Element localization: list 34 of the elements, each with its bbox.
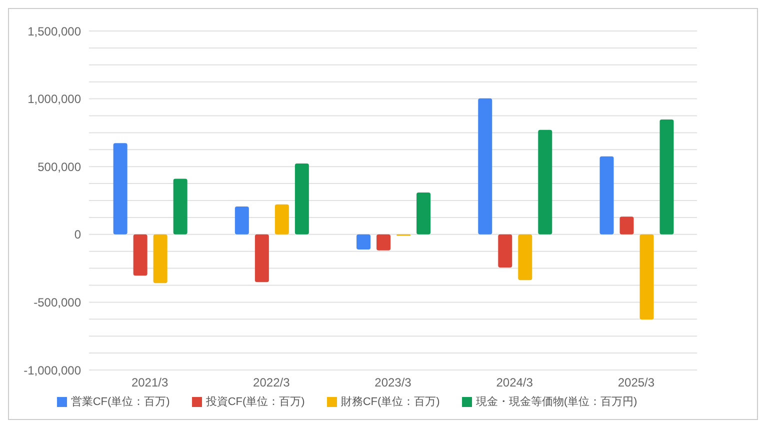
bar: [356, 234, 371, 250]
legend-label: 営業CF(単位：百万): [70, 396, 170, 408]
x-tick-label: 2024/3: [496, 376, 534, 390]
x-tick-label: 2025/3: [618, 376, 655, 390]
y-tick-label: 500,000: [38, 160, 82, 174]
x-tick-label: 2022/3: [253, 376, 290, 390]
y-tick-label: 0: [74, 228, 82, 242]
bar: [600, 156, 614, 234]
y-tick-label: -1,000,000: [24, 363, 82, 378]
bar: [478, 98, 492, 234]
bar: [254, 234, 269, 282]
y-tick-label: 1,500,000: [28, 24, 82, 38]
legend-label: 投資CF(単位：百万): [206, 396, 305, 408]
legend-label: 現金・現金等価物(単位：百万円): [476, 396, 638, 408]
bar: [234, 206, 249, 234]
bar: [538, 130, 552, 234]
bar: [660, 120, 674, 234]
x-tick-label: 2023/3: [374, 376, 412, 390]
y-tick-label: 1,000,000: [28, 92, 82, 106]
x-tick-label: 2021/3: [131, 376, 168, 390]
bar: [498, 234, 512, 268]
y-tick-label: -500,000: [34, 295, 82, 310]
bar: [294, 163, 309, 234]
bar: [133, 234, 148, 276]
bar: [620, 216, 634, 234]
bar: [416, 192, 431, 234]
bar: [153, 234, 168, 284]
bar: [173, 178, 188, 234]
bar: [376, 234, 391, 250]
bar: [640, 234, 654, 320]
bar: [518, 234, 532, 280]
bar: [274, 204, 289, 234]
legend-label: 財務CF(単位：百万): [340, 396, 440, 408]
bar: [113, 143, 128, 234]
